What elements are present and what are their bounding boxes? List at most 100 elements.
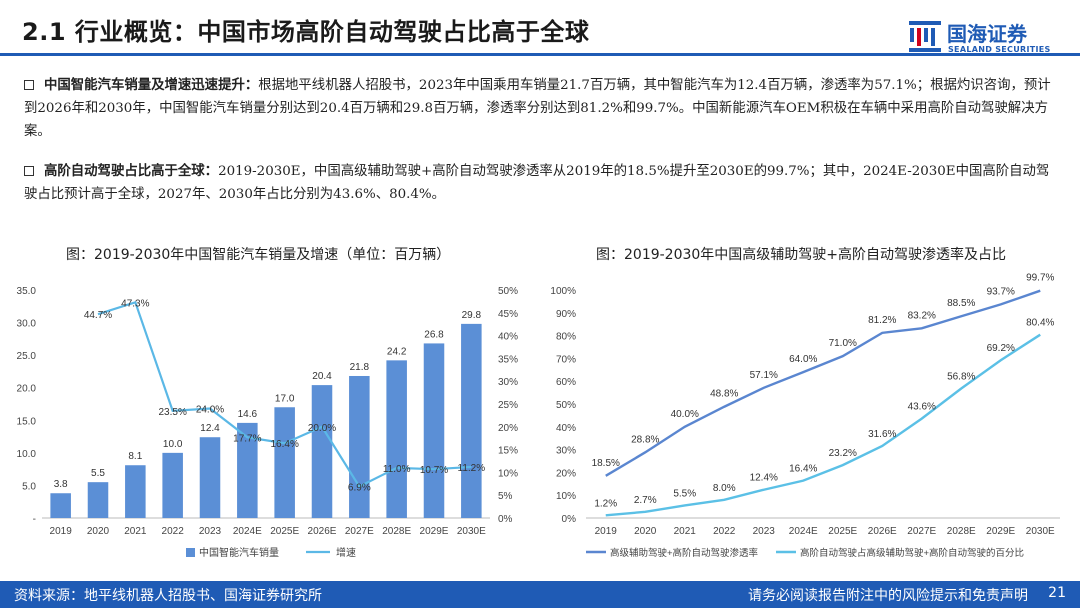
line-data-label: 11.0% bbox=[383, 464, 411, 475]
bar-data-label: 12.4 bbox=[200, 423, 220, 434]
footer-bar: 资料来源：地平线机器人招股书、国海证券研究所 请务必阅读报告附注中的风险提示和免… bbox=[0, 581, 1080, 608]
bar-data-label: 8.1 bbox=[128, 451, 142, 462]
x-tick-label: 2026E bbox=[868, 526, 897, 537]
line-data-label: 81.2% bbox=[868, 315, 896, 326]
line-data-label: 24.0% bbox=[196, 405, 224, 416]
line-data-label: 16.4% bbox=[270, 439, 298, 450]
line-data-label: 57.1% bbox=[750, 370, 778, 381]
paragraph-lead: 高阶自动驾驶占比高于全球： bbox=[44, 164, 219, 179]
bar bbox=[461, 323, 482, 518]
x-tick-label: 2024E bbox=[789, 526, 818, 537]
x-tick-label: 2029E bbox=[986, 526, 1015, 537]
line-data-label: 80.4% bbox=[1026, 318, 1054, 329]
line-data-label: 44.7% bbox=[84, 310, 112, 321]
line-data-label: 28.8% bbox=[631, 434, 659, 445]
logo-text-en: SEALAND SECURITIES bbox=[948, 45, 1051, 54]
bar bbox=[423, 343, 445, 518]
x-tick-label: 2022 bbox=[162, 526, 185, 537]
x-tick-label: 2026E bbox=[308, 526, 337, 537]
chart2-title: 图：2019-2030年中国高级辅助驾驶+高阶自动驾驶渗透率及占比 bbox=[596, 247, 1007, 263]
y-right-tick-label: 20% bbox=[498, 423, 518, 434]
bar-data-label: 29.8 bbox=[462, 310, 482, 321]
square-bullet-icon bbox=[24, 80, 34, 90]
line-data-label: 10.7% bbox=[420, 465, 448, 476]
line-data-label: 99.7% bbox=[1026, 273, 1054, 284]
y-tick-label: 90% bbox=[556, 309, 576, 320]
y-left-tick-label: 25.0 bbox=[17, 351, 37, 362]
line-data-label: 18.5% bbox=[592, 458, 620, 469]
sealand-logo-icon bbox=[909, 21, 941, 52]
y-tick-label: 30% bbox=[556, 446, 576, 457]
bar bbox=[311, 385, 333, 518]
x-tick-label: 2023 bbox=[199, 526, 222, 537]
y-right-tick-label: 10% bbox=[498, 468, 518, 479]
y-tick-label: 40% bbox=[556, 423, 576, 434]
bar-data-label: 21.8 bbox=[350, 362, 370, 373]
line-data-label: 5.5% bbox=[673, 488, 696, 499]
line-data-label: 6.9% bbox=[348, 483, 371, 494]
bar-data-label: 20.4 bbox=[312, 371, 332, 382]
legend-bar-swatch bbox=[186, 548, 195, 557]
y-tick-label: 80% bbox=[556, 332, 576, 343]
x-tick-label: 2020 bbox=[634, 526, 657, 537]
line-data-label: 20.0% bbox=[308, 423, 336, 434]
y-right-tick-label: 15% bbox=[498, 446, 518, 457]
bar-data-label: 26.8 bbox=[424, 329, 444, 340]
x-tick-label: 2021 bbox=[674, 526, 697, 537]
line-data-label: 56.8% bbox=[947, 371, 975, 382]
y-left-tick-label: 35.0 bbox=[17, 286, 37, 297]
y-left-tick-label: 5.0 bbox=[22, 481, 36, 492]
y-right-tick-label: 5% bbox=[498, 491, 513, 502]
x-tick-label: 2027E bbox=[345, 526, 374, 537]
paragraph-1: 中国智能汽车销量及增速迅速提升：根据地平线机器人招股书，2023年中国乘用车销量… bbox=[24, 74, 1062, 143]
line-data-label: 23.5% bbox=[158, 407, 186, 418]
bar bbox=[125, 465, 146, 518]
bar bbox=[199, 437, 221, 518]
line-data-label: 12.4% bbox=[750, 473, 778, 484]
x-tick-label: 2019 bbox=[595, 526, 618, 537]
page-number: 21 bbox=[1048, 585, 1066, 601]
line-data-label: 47.3% bbox=[121, 298, 149, 309]
y-tick-label: 50% bbox=[556, 400, 576, 411]
line-data-label: 71.0% bbox=[829, 338, 857, 349]
footer-source: 资料来源：地平线机器人招股书、国海证券研究所 bbox=[14, 588, 322, 604]
legend-label-share: 高阶自动驾驶占高级辅助驾驶+高阶自动驾驶的百分比 bbox=[800, 547, 1024, 559]
company-logo: 国海证券 SEALAND SECURITIES bbox=[907, 18, 1067, 58]
bar bbox=[349, 375, 370, 518]
chart1-title: 图：2019-2030年中国智能汽车销量及增速（单位：百万辆） bbox=[66, 247, 451, 263]
legend-label-penetration: 高级辅助驾驶+高阶自动驾驶渗透率 bbox=[610, 547, 759, 559]
x-tick-label: 2025E bbox=[270, 526, 299, 537]
y-right-tick-label: 0% bbox=[498, 514, 513, 525]
line-data-label: 31.6% bbox=[868, 429, 896, 440]
paragraph-body: 根据地平线机器人招股书，2023年中国乘用车销量21.7百万辆，其中智能汽车为1… bbox=[24, 78, 1051, 139]
y-left-tick-label: 15.0 bbox=[17, 416, 37, 427]
x-tick-label: 2019 bbox=[50, 526, 73, 537]
y-right-tick-label: 25% bbox=[498, 400, 518, 411]
bar-data-label: 10.0 bbox=[163, 439, 183, 450]
line-data-label: 69.2% bbox=[987, 343, 1015, 354]
y-tick-label: 70% bbox=[556, 354, 576, 365]
line-data-label: 8.0% bbox=[713, 483, 736, 494]
line-data-label: 23.2% bbox=[829, 448, 857, 459]
x-tick-label: 2022 bbox=[713, 526, 736, 537]
x-tick-label: 2024E bbox=[233, 526, 262, 537]
y-right-tick-label: 45% bbox=[498, 309, 518, 320]
bar bbox=[50, 493, 71, 518]
bar bbox=[237, 422, 258, 518]
y-left-tick-label: 10.0 bbox=[17, 449, 37, 460]
paragraph-lead: 中国智能汽车销量及增速迅速提升： bbox=[44, 78, 259, 93]
y-tick-label: 100% bbox=[550, 286, 576, 297]
y-tick-label: 10% bbox=[556, 491, 576, 502]
bar-data-label: 5.5 bbox=[91, 468, 105, 479]
line-data-label: 17.7% bbox=[233, 433, 261, 444]
x-tick-label: 2021 bbox=[124, 526, 147, 537]
x-tick-label: 2029E bbox=[420, 526, 449, 537]
y-right-tick-label: 40% bbox=[498, 332, 518, 343]
x-tick-label: 2025E bbox=[828, 526, 857, 537]
x-tick-label: 2020 bbox=[87, 526, 110, 537]
bar bbox=[87, 482, 109, 518]
line-data-label: 83.2% bbox=[908, 310, 936, 321]
x-tick-label: 2030E bbox=[1026, 526, 1055, 537]
growth-line bbox=[97, 300, 472, 488]
paragraph-body: 2019-2030E，中国高级辅助驾驶+高阶自动驾驶渗透率从2019年的18.5… bbox=[24, 164, 1050, 202]
